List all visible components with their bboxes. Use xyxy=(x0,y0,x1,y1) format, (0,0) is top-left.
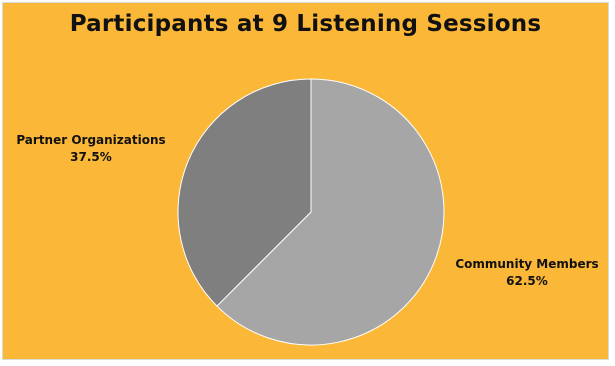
slice-label-name: Partner Organizations xyxy=(16,133,166,147)
slice-label-percent: 37.5% xyxy=(70,150,112,164)
chart-title: Participants at 9 Listening Sessions xyxy=(69,11,542,37)
slice-label-percent: 62.5% xyxy=(506,274,548,288)
slice-label-community-members: Community Members 62.5% xyxy=(442,256,612,290)
pie-slice-community-members xyxy=(216,78,445,346)
slice-label-partner-organizations: Partner Organizations 37.5% xyxy=(6,132,176,166)
pie-slice-partner-organizations xyxy=(177,78,312,307)
slice-label-name: Community Members xyxy=(455,257,599,271)
